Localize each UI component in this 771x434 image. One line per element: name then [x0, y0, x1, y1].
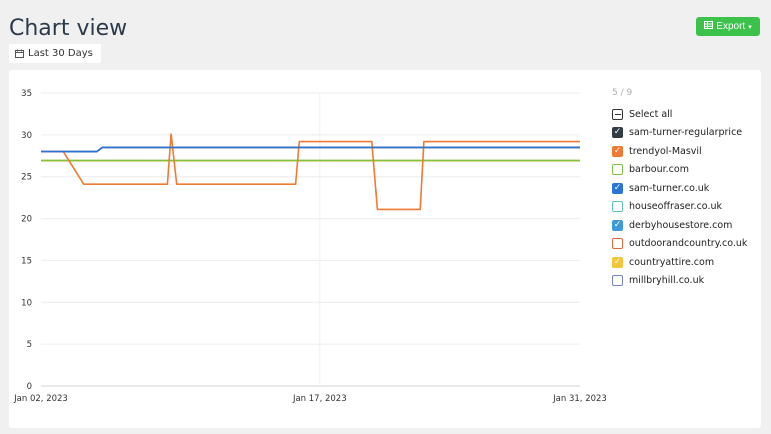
- check-icon: ✓: [613, 182, 622, 193]
- y-tick-label: 15: [21, 256, 32, 266]
- legend-item-label: barbour.com: [629, 164, 689, 176]
- legend-item[interactable]: ✓ sam-turner.co.uk: [612, 179, 747, 198]
- legend-item-label: houseoffraser.co.uk: [629, 201, 722, 213]
- legend-select-all[interactable]: Select all: [612, 105, 747, 124]
- check-icon: ✓: [613, 219, 622, 230]
- legend-item-label: outdoorandcountry.co.uk: [629, 238, 748, 250]
- legend-item[interactable]: barbour.com: [612, 161, 747, 180]
- legend-item[interactable]: millbryhill.co.uk: [612, 272, 747, 291]
- legend-item-label: sam-turner.co.uk: [629, 182, 710, 194]
- legend-checkbox[interactable]: [612, 238, 623, 250]
- legend-checkbox[interactable]: ✓: [612, 256, 623, 268]
- table-icon: [704, 21, 714, 32]
- legend-item[interactable]: ✓ countryattire.com: [612, 253, 747, 272]
- legend-item[interactable]: houseoffraser.co.uk: [612, 198, 747, 217]
- legend-item-label: countryattire.com: [629, 256, 715, 268]
- legend-item[interactable]: ✓ trendyol-Masvil: [612, 142, 747, 161]
- legend-item-label: derbyhousestore.com: [629, 219, 733, 231]
- check-icon: ✓: [613, 256, 622, 267]
- legend-checkbox[interactable]: ✓: [612, 145, 623, 157]
- legend-item[interactable]: ✓ sam-turner-regularprice: [612, 124, 747, 143]
- x-tick-label: Jan 17, 2023: [292, 394, 347, 404]
- y-tick-label: 5: [27, 340, 32, 350]
- legend: 5 / 9 Select all ✓ sam-turner-regularpric…: [612, 87, 747, 290]
- y-tick-label: 0: [27, 382, 32, 392]
- date-range-label: Last 30 Days: [28, 48, 93, 59]
- legend-checkbox[interactable]: [612, 275, 623, 287]
- select-all-checkbox[interactable]: [612, 108, 623, 120]
- legend-checkbox[interactable]: [612, 164, 623, 176]
- legend-item-label: millbryhill.co.uk: [629, 275, 705, 287]
- legend-checkbox[interactable]: ✓: [612, 219, 623, 231]
- legend-item-label: sam-turner-regularprice: [629, 127, 743, 139]
- legend-item[interactable]: outdoorandcountry.co.uk: [612, 235, 747, 254]
- series-line-sam-turner-co-uk: [41, 146, 580, 153]
- check-icon: ✓: [613, 145, 622, 156]
- chart-panel: [9, 70, 761, 428]
- y-tick-label: 25: [21, 173, 32, 183]
- legend-checkbox[interactable]: ✓: [612, 182, 623, 194]
- page-title: Chart view: [9, 16, 128, 41]
- date-range-badge[interactable]: Last 30 Days: [9, 44, 101, 63]
- series-line-trendyol-masvil: [41, 133, 580, 211]
- y-tick-label: 20: [21, 215, 32, 225]
- legend-item[interactable]: ✓ derbyhousestore.com: [612, 216, 747, 235]
- x-tick-label: Jan 02, 2023: [13, 394, 68, 404]
- calendar-icon: [15, 49, 24, 58]
- y-tick-label: 35: [21, 89, 32, 99]
- check-icon: ✓: [613, 127, 622, 138]
- legend-select-all-label: Select all: [629, 108, 673, 120]
- y-tick-label: 10: [21, 298, 32, 308]
- y-tick-label: 30: [21, 131, 32, 141]
- export-label: Export: [716, 21, 746, 32]
- legend-count: 5 / 9: [612, 88, 633, 98]
- caret-down-icon: ▾: [748, 23, 752, 31]
- x-tick-label: Jan 31, 2023: [552, 394, 607, 404]
- legend-item-label: trendyol-Masvil: [629, 145, 702, 157]
- export-button[interactable]: Export ▾: [696, 17, 760, 36]
- legend-checkbox[interactable]: ✓: [612, 127, 623, 139]
- legend-checkbox[interactable]: [612, 201, 623, 213]
